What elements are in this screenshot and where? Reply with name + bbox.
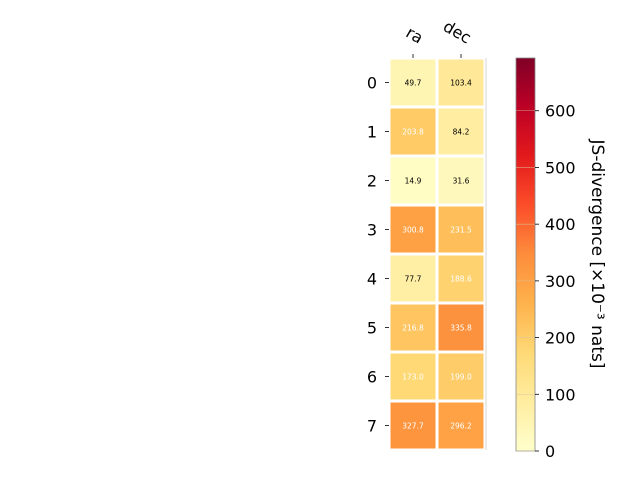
cell-value-label: 203.8: [402, 128, 424, 137]
cell-value-label: 216.8: [402, 324, 424, 333]
colorbar-label: JS-divergence [×10⁻³ nats]: [587, 139, 607, 369]
column-tick-label: ra: [403, 23, 427, 48]
cell-value-label: 103.4: [450, 79, 472, 88]
row-tick-label: 0: [367, 74, 377, 93]
cell-value-label: 231.5: [450, 226, 472, 235]
row-tick-label: 7: [367, 417, 377, 436]
cell-value-label: 335.8: [450, 324, 472, 333]
colorbar-tick-label: 600: [545, 102, 576, 121]
row-tick-label: 2: [367, 172, 377, 191]
colorbar-ticks: 0 100 200 300 400 500 600: [516, 102, 576, 461]
cell-value-label: 31.6: [453, 177, 470, 186]
cell-value-label: 49.7: [405, 79, 422, 88]
cell-value-label: 327.7: [402, 422, 424, 431]
heatmap-cell: [435, 252, 487, 305]
heatmap-cell: [435, 154, 487, 207]
cell-value-label: 84.2: [453, 128, 470, 137]
cell-value-label: 199.0: [450, 373, 472, 382]
row-tick-label: 5: [367, 319, 377, 338]
heatmap-cell: [435, 203, 487, 256]
colorbar-tick-label: 400: [545, 215, 576, 234]
cell-value-label: 14.9: [405, 177, 422, 186]
colorbar-tick-label: 300: [545, 272, 576, 291]
row-tick-label: 4: [367, 270, 377, 289]
heatmap-cells: 49.7 103.4 203.8 84.2 14.9 31.6 300.8 231.5 77.7…: [387, 56, 487, 452]
cell-value-label: 296.2: [450, 422, 472, 431]
cell-value-label: 300.8: [402, 226, 424, 235]
colorbar: 0 100 200 300 400 500 600 JS-divergence [×10⁻³…: [515, 57, 607, 461]
cell-value-label: 188.6: [450, 275, 472, 284]
cell-value-label: 173.0: [402, 373, 424, 382]
row-axis: 0 1 2 3 4 5 6 7: [367, 74, 389, 436]
column-tick-label: dec: [440, 17, 474, 48]
colorbar-tick-label: 100: [545, 385, 576, 404]
row-tick-label: 3: [367, 221, 377, 240]
colorbar-tick-label: 200: [545, 329, 576, 348]
row-tick-label: 6: [367, 368, 377, 387]
row-tick-label: 1: [367, 123, 377, 142]
column-axis: ra dec: [403, 17, 475, 58]
colorbar-tick-label: 0: [545, 442, 555, 461]
colorbar-gradient: [515, 57, 536, 452]
heatmap-cell: [435, 399, 487, 452]
heatmap-cell: [435, 105, 487, 158]
cell-value-label: 77.7: [405, 275, 422, 284]
colorbar-tick-label: 500: [545, 158, 576, 177]
